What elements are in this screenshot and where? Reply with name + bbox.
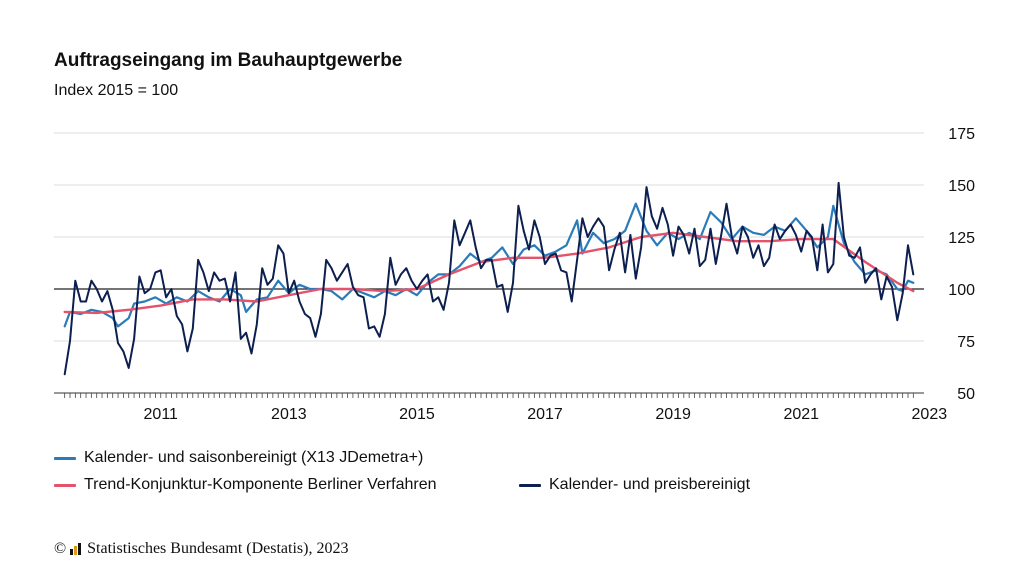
source-footer: © Statistisches Bundesamt (Destatis), 20… [54, 540, 348, 558]
legend-label-price: Kalender- und preisbereinigt [549, 476, 751, 493]
copyright-symbol: © [54, 540, 67, 557]
y-tick-label: 100 [948, 282, 975, 299]
legend-swatch-seasonal [54, 456, 76, 460]
x-tick-label: 2015 [399, 406, 435, 423]
y-tick-label: 175 [948, 126, 975, 143]
x-tick-label: 2017 [527, 406, 563, 423]
x-tick-label: 2021 [783, 406, 819, 423]
y-tick-label: 50 [957, 386, 975, 403]
y-tick-label: 125 [948, 230, 975, 247]
x-tick-label: 2013 [271, 406, 307, 423]
y-tick-label: 150 [948, 178, 975, 195]
series-line-trend [63, 231, 915, 315]
chart-subtitle: Index 2015 = 100 [54, 82, 179, 99]
source-text: Statistisches Bundesamt (Destatis), 2023 [87, 540, 349, 557]
legend-item-seasonal: Kalender- und saisonbereinigt (X13 JDeme… [54, 449, 423, 467]
legend-label-trend: Trend-Konjunktur-Komponente Berliner Ver… [84, 476, 437, 493]
legend-swatch-price [519, 483, 541, 487]
y-tick-label: 75 [957, 334, 975, 351]
legend-swatch-trend [54, 483, 76, 487]
legend-label-seasonal: Kalender- und saisonbereinigt (X13 JDeme… [84, 449, 424, 466]
line-chart: 50 75 100 125 150 175 2011 2013 2015 2017 2019 2021… [54, 126, 975, 423]
destatis-logo-icon [70, 543, 82, 555]
x-tick-label: 2019 [655, 406, 691, 423]
series-line-price [63, 181, 915, 376]
legend-item-trend: Trend-Konjunktur-Komponente Berliner Ver… [54, 476, 437, 494]
x-tick-label: 2011 [144, 406, 179, 423]
chart-title: Auftragseingang im Bauhauptgewerbe [54, 50, 403, 71]
series-line-seasonal [63, 202, 915, 328]
legend-item-price: Kalender- und preisbereinigt [519, 476, 750, 494]
x-tick-label: 2023 [912, 406, 948, 423]
